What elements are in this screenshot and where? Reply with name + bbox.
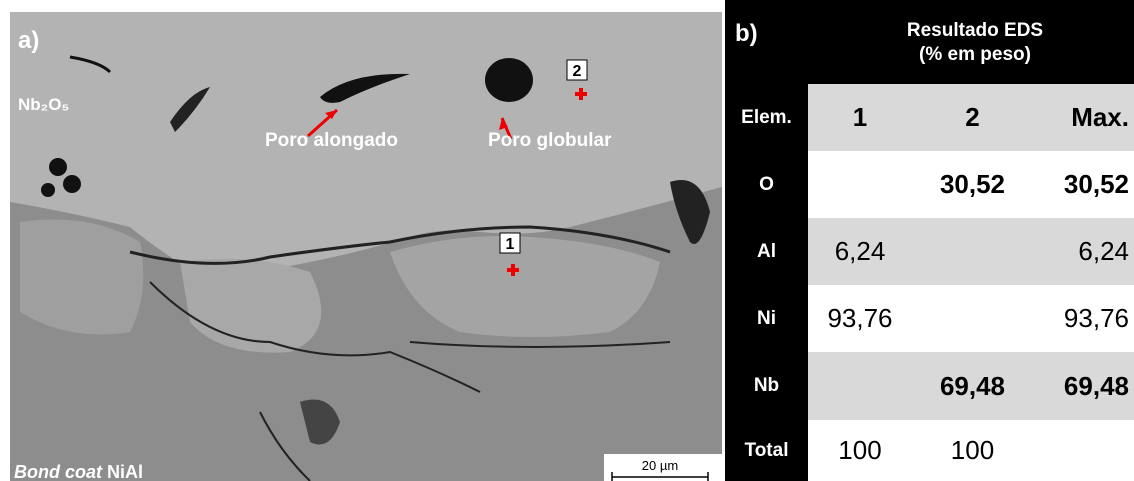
table-cell: 6,24: [1025, 218, 1129, 285]
column-header: Max.: [1025, 84, 1129, 151]
column-header: 2: [925, 84, 1020, 151]
table-title: Resultado EDS: [825, 20, 1125, 42]
row-label: Al: [725, 218, 808, 285]
panel-label: a): [18, 27, 39, 54]
table-cell: 93,76: [815, 285, 905, 352]
row-label: Total: [725, 420, 808, 481]
point-label: 2: [573, 63, 582, 80]
table-cell: 100: [815, 420, 905, 481]
bottom-label-italic: Bond coat: [14, 462, 103, 481]
table-cell: 69,48: [925, 352, 1020, 420]
pore: [63, 175, 81, 193]
table-cell: 69,48: [1025, 352, 1129, 420]
table-cell: 93,76: [1025, 285, 1129, 352]
table-cell: 30,52: [925, 151, 1020, 218]
table-cell: 100: [925, 420, 1020, 481]
table-cell: 6,24: [815, 218, 905, 285]
pore: [41, 183, 55, 197]
annotation: Poro globular: [488, 130, 612, 151]
phase-label: Nb₂O₅: [18, 95, 69, 114]
bottom-label: Bond coat NiAl: [14, 462, 143, 481]
grain: [20, 220, 143, 335]
bottom-label-text: NiAl: [107, 462, 143, 481]
panel-label: b): [735, 20, 758, 48]
row-label: Ni: [725, 285, 808, 352]
pore: [49, 158, 67, 176]
column-header: 1: [815, 84, 905, 151]
table-title: (% em peso): [825, 44, 1125, 66]
row-label: Elem.: [725, 84, 808, 151]
annotation: Poro alongado: [265, 130, 398, 151]
micrograph: 2 1 a) Nb₂O₅ Poro alongado Poro globular…: [10, 12, 722, 481]
point-label: 1: [506, 236, 515, 253]
table-cell: 30,52: [1025, 151, 1129, 218]
row-label: O: [725, 151, 808, 218]
scale-label: 20 µm: [642, 458, 678, 473]
page: 2 1 a) Nb₂O₅ Poro alongado Poro globular…: [0, 0, 1134, 481]
row-label: Nb: [725, 352, 808, 420]
pore: [485, 58, 533, 102]
